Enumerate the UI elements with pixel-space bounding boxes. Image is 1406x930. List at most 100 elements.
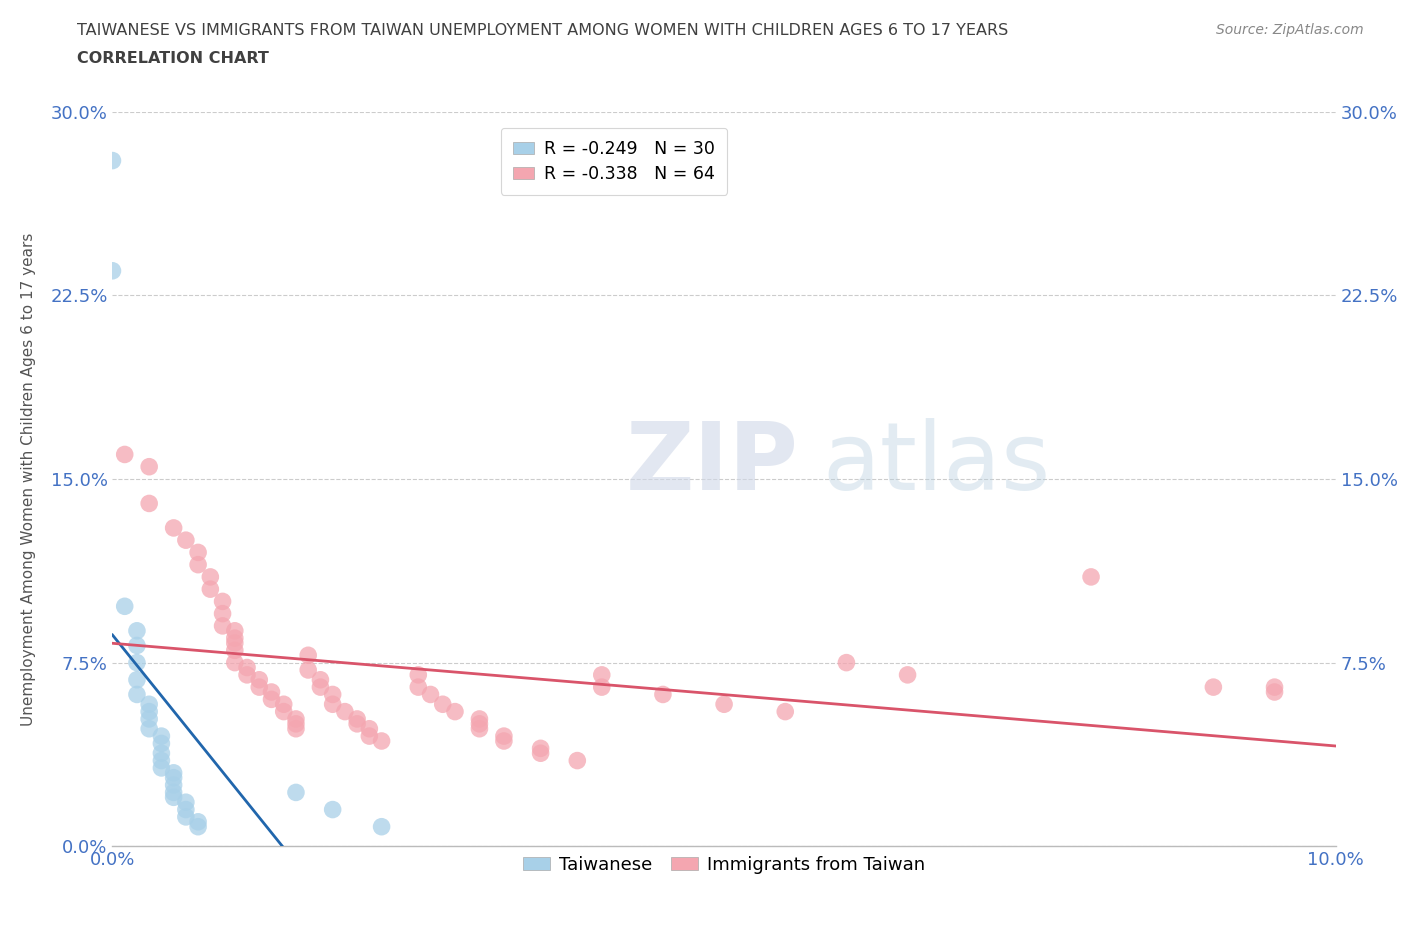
Point (163, 765, 186, 780)
Point (309, 680, 332, 695)
Point (444, 704, 467, 719)
Point (835, 656, 858, 671)
Point (101, 153, 124, 168)
Point (346, 711, 368, 726)
Y-axis label: Unemployment Among Women with Children Ages 6 to 17 years: Unemployment Among Women with Children A… (21, 232, 37, 725)
Point (163, 790, 186, 804)
Point (200, 582, 222, 597)
Point (408, 680, 430, 695)
Point (224, 656, 246, 671)
Point (468, 716, 491, 731)
Text: ZIP: ZIP (626, 418, 799, 511)
Point (322, 697, 344, 711)
Point (125, 672, 148, 687)
Point (322, 802, 344, 817)
Point (114, 599, 136, 614)
Point (150, 753, 173, 768)
Point (284, 716, 308, 731)
Point (125, 638, 148, 653)
Point (150, 736, 173, 751)
Point (174, 809, 197, 824)
Point (297, 648, 319, 663)
Point (138, 711, 160, 726)
Point (138, 496, 160, 511)
Point (408, 668, 430, 683)
Point (138, 704, 160, 719)
Text: atlas: atlas (823, 418, 1050, 511)
Point (236, 668, 259, 683)
Point (260, 692, 283, 707)
Point (125, 623, 148, 638)
Point (359, 729, 381, 744)
Point (591, 680, 613, 695)
Point (174, 533, 197, 548)
Point (163, 770, 186, 785)
Point (652, 687, 675, 702)
Point (138, 459, 160, 474)
Point (163, 777, 186, 792)
Point (419, 687, 441, 702)
Point (211, 594, 233, 609)
Point (138, 722, 160, 737)
Point (346, 716, 368, 731)
Point (163, 521, 186, 536)
Point (567, 753, 589, 768)
Point (224, 631, 246, 645)
Point (273, 704, 295, 719)
Point (775, 704, 797, 719)
Point (260, 684, 283, 699)
Point (370, 819, 392, 834)
Point (211, 618, 233, 633)
Point (273, 697, 295, 711)
Point (284, 722, 308, 737)
Point (897, 668, 920, 683)
Text: CORRELATION CHART: CORRELATION CHART (77, 51, 269, 66)
Point (1202, 680, 1225, 695)
Point (492, 729, 515, 744)
Point (163, 785, 186, 800)
Point (187, 819, 209, 834)
Point (297, 662, 319, 677)
Point (187, 557, 209, 572)
Point (468, 722, 491, 737)
Point (1264, 680, 1286, 695)
Point (309, 672, 332, 687)
Point (138, 697, 160, 711)
Point (1264, 684, 1286, 699)
Text: TAIWANESE VS IMMIGRANTS FROM TAIWAN UNEMPLOYMENT AMONG WOMEN WITH CHILDREN AGES : TAIWANESE VS IMMIGRANTS FROM TAIWAN UNEM… (77, 23, 1008, 38)
Point (284, 711, 308, 726)
Point (187, 545, 209, 560)
Point (236, 660, 259, 675)
Point (200, 569, 222, 584)
Point (125, 687, 148, 702)
Point (187, 815, 209, 830)
Point (150, 746, 173, 761)
Legend: Taiwanese, Immigrants from Taiwan: Taiwanese, Immigrants from Taiwan (516, 849, 932, 882)
Point (125, 656, 148, 671)
Point (114, 447, 136, 462)
Point (150, 761, 173, 776)
Point (492, 734, 515, 749)
Point (247, 672, 270, 687)
Point (174, 795, 197, 810)
Point (359, 722, 381, 737)
Point (211, 606, 233, 621)
Point (713, 697, 735, 711)
Point (468, 711, 491, 726)
Point (1080, 569, 1102, 584)
Point (247, 680, 270, 695)
Point (530, 741, 553, 756)
Point (284, 785, 308, 800)
Point (370, 734, 392, 749)
Point (224, 643, 246, 658)
Point (432, 697, 454, 711)
Point (101, 263, 124, 278)
Text: Source: ZipAtlas.com: Source: ZipAtlas.com (1216, 23, 1364, 37)
Point (174, 802, 197, 817)
Point (224, 635, 246, 650)
Point (591, 668, 613, 683)
Point (150, 729, 173, 744)
Point (333, 704, 356, 719)
Point (530, 746, 553, 761)
Point (322, 687, 344, 702)
